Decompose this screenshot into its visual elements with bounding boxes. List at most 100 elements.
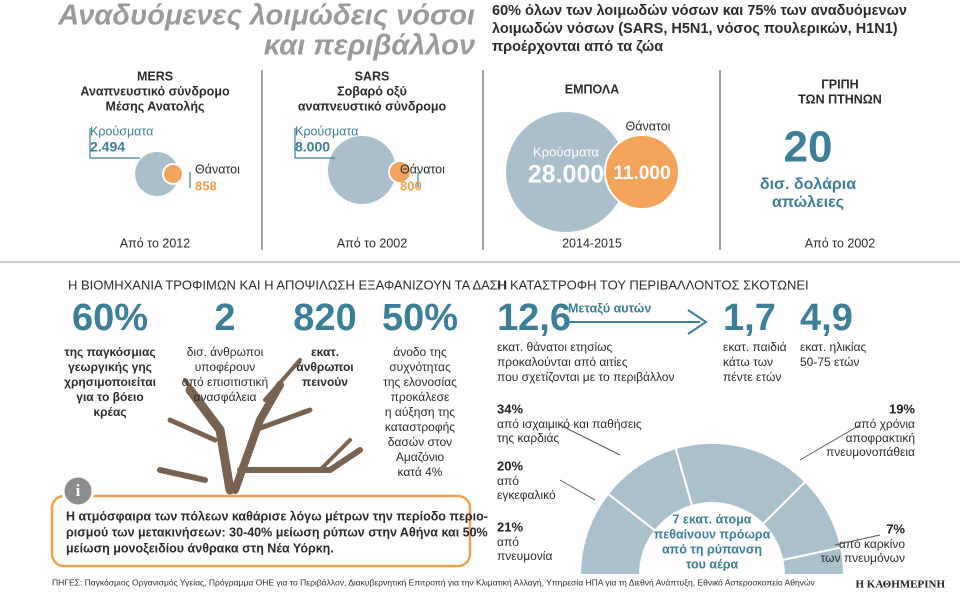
cause-text: από bbox=[497, 474, 519, 488]
cause-text: από χρόνια bbox=[854, 417, 915, 431]
section-heading: Η ΚΑΤΑΣΤΡΟΦΗ ΤΟΥ ΠΕΡΙΒΑΛΛΟΝΤΟΣ ΣΚΟΤΩΝΕΙ bbox=[497, 277, 809, 292]
tree-illustration bbox=[157, 358, 363, 495]
cases-label: Κρούσματα bbox=[295, 124, 358, 138]
cause-text: πνευμονία bbox=[497, 549, 552, 563]
intro: λοιμωδών νόσων (SARS, H5N1, νόσος πουλερ… bbox=[492, 21, 898, 37]
stat-text: η αύξηση της bbox=[385, 405, 455, 419]
stat-text: 50-75 ετών bbox=[800, 355, 859, 369]
deaths: 800 bbox=[400, 178, 422, 193]
panel-title: ΕΜΠΟΛΑ bbox=[565, 82, 620, 96]
bubble bbox=[135, 152, 179, 196]
stat-text: πεινούν bbox=[302, 375, 348, 389]
title: και περιβάλλον bbox=[264, 30, 475, 62]
loss-text: δισ. δολάρια bbox=[760, 176, 856, 193]
cause-value: 34% bbox=[497, 401, 523, 416]
stat-text: προκαλούνται από αιτίες bbox=[497, 355, 628, 369]
cause-value: 19% bbox=[889, 401, 915, 416]
stat-text: πέντε ετών bbox=[723, 370, 781, 384]
stat-value: 1,7 bbox=[723, 297, 776, 339]
stat-text: εκατ. παιδιά bbox=[723, 340, 787, 354]
leader bbox=[559, 424, 621, 456]
stat-text: καταστροφής bbox=[385, 420, 455, 434]
cases-label: Κρούσματα bbox=[533, 144, 599, 159]
cause-text: των πνευμόνων bbox=[821, 551, 905, 565]
cause-value: 7% bbox=[886, 521, 905, 536]
donut-segment bbox=[781, 546, 846, 576]
stat-text: κρέας bbox=[93, 405, 126, 419]
section-heading: Η ΒΙΟΜΗΧΑΝΙΑ ΤΡΟΦΙΜΩΝ ΚΑΙ Η ΑΠΟΨΙΛΩΣΗ ΕΞ… bbox=[68, 277, 507, 292]
cause-text: εγκεφαλικό bbox=[497, 488, 556, 502]
stat-text: της ελονοσίας bbox=[383, 375, 457, 389]
donut-center: 7 εκατ. άτομα bbox=[672, 512, 751, 526]
donut-center: του αέρα bbox=[686, 557, 739, 571]
sources: ΠΗΓΕΣ: Παγκόσμιος Οργανισμός Υγείας, Πρό… bbox=[52, 577, 815, 587]
stat-text: άνθρωποι bbox=[296, 360, 353, 374]
stat-value: 12,6 bbox=[497, 297, 571, 339]
period: 2014-2015 bbox=[562, 236, 622, 250]
panel-title: MERS bbox=[137, 69, 173, 83]
info-text: μείωση μονοξειδίου άνθρακα στη Νέα Υόρκη… bbox=[66, 541, 334, 555]
panel-title: Αναπνευστικό σύνδρομο bbox=[80, 84, 230, 98]
stat-value: 4,9 bbox=[800, 297, 853, 339]
panel-title: Μέσης Ανατολής bbox=[106, 99, 205, 113]
deaths: 858 bbox=[195, 178, 217, 193]
bubble bbox=[604, 134, 680, 210]
stat-text: κατά 4% bbox=[398, 465, 443, 479]
cause-text: από καρκίνο bbox=[839, 537, 906, 551]
stat-text: Αμαζόνιο bbox=[396, 450, 445, 464]
stat-text: εκατ. θάνατοι ετησίως bbox=[497, 340, 613, 354]
info-text: ρισμού των μετακινήσεων: 30-40% μείωση ρ… bbox=[66, 525, 488, 539]
arrow-label: Μεταξύ αυτών bbox=[568, 301, 651, 315]
bubble bbox=[162, 163, 184, 185]
panel-title: ΓΡΙΠΗ bbox=[821, 77, 858, 91]
donut-center: από τη ρύπανση bbox=[662, 542, 762, 556]
period: Από το 2002 bbox=[805, 236, 875, 250]
panel-title: ΤΩΝ ΠΤΗΝΩΝ bbox=[798, 92, 882, 106]
leader bbox=[89, 128, 419, 188]
stat-text: προκάλεσε bbox=[391, 390, 450, 404]
stat-text: δασών στον bbox=[388, 435, 452, 449]
stat-text: για το βόειο bbox=[76, 390, 143, 404]
bubble bbox=[328, 136, 396, 204]
cases-label: Κρούσματα bbox=[90, 124, 153, 138]
cause-text: αποφρακτική bbox=[846, 431, 915, 445]
deaths-label: Θάνατοι bbox=[400, 162, 445, 176]
stat-text: που σχετίζονται με το περιβάλλον bbox=[497, 370, 674, 384]
stat-text: δισ. άνθρωποι bbox=[187, 345, 264, 359]
deaths-label: Θάνατοι bbox=[195, 162, 240, 176]
cause-text: από ισχαιμικό και παθήσεις bbox=[497, 417, 642, 431]
stat-text: χρησιμοποιείται bbox=[64, 375, 156, 389]
stat-value: 50% bbox=[382, 297, 458, 339]
intro: 60% όλων των λοιμωδών νόσων και 75% των … bbox=[492, 3, 907, 19]
loss-text: απώλειες bbox=[772, 194, 844, 211]
stat-text: εκατ. ηλικίας bbox=[800, 340, 866, 354]
title: Αναδυόμενες λοιμώδεις νόσοι bbox=[57, 0, 475, 32]
dividers bbox=[0, 70, 960, 263]
cases: 28.000 bbox=[528, 161, 604, 189]
deaths-label: Θάνατοι bbox=[626, 119, 671, 133]
loss-value: 20 bbox=[784, 123, 833, 172]
cases: 8.000 bbox=[295, 139, 330, 155]
cause-value: 21% bbox=[497, 519, 523, 534]
info-text: Η ατμόσφαιρα των πόλεων καθάρισε λόγω μέ… bbox=[66, 509, 488, 523]
stat-text: εκατ. bbox=[311, 345, 339, 359]
panel-title: αναπνευστικό σύνδρομο bbox=[298, 99, 447, 113]
stat-text: κάτω των bbox=[723, 355, 773, 369]
cause-text: της καρδιάς bbox=[497, 431, 559, 445]
bubble bbox=[388, 160, 412, 184]
arrow-head bbox=[687, 309, 708, 335]
stat-value: 820 bbox=[293, 297, 356, 339]
stat-text: της παγκόσμιας bbox=[64, 345, 155, 359]
stat-text: από επισιτιστική bbox=[182, 375, 268, 389]
panel-title: SARS bbox=[355, 69, 390, 83]
cause-text: πνευμονοπάθεια bbox=[826, 445, 915, 459]
stat-value: 60% bbox=[72, 297, 148, 339]
deaths: 11.000 bbox=[613, 163, 670, 184]
cause-text: από bbox=[497, 535, 519, 549]
info-icon-glyph: i bbox=[76, 481, 81, 500]
donut-center: πεθαίνουν πρόωρα bbox=[654, 527, 771, 541]
info-box bbox=[50, 494, 472, 568]
period: Από το 2002 bbox=[337, 236, 407, 250]
stat-text: υποφέρουν bbox=[195, 360, 256, 374]
